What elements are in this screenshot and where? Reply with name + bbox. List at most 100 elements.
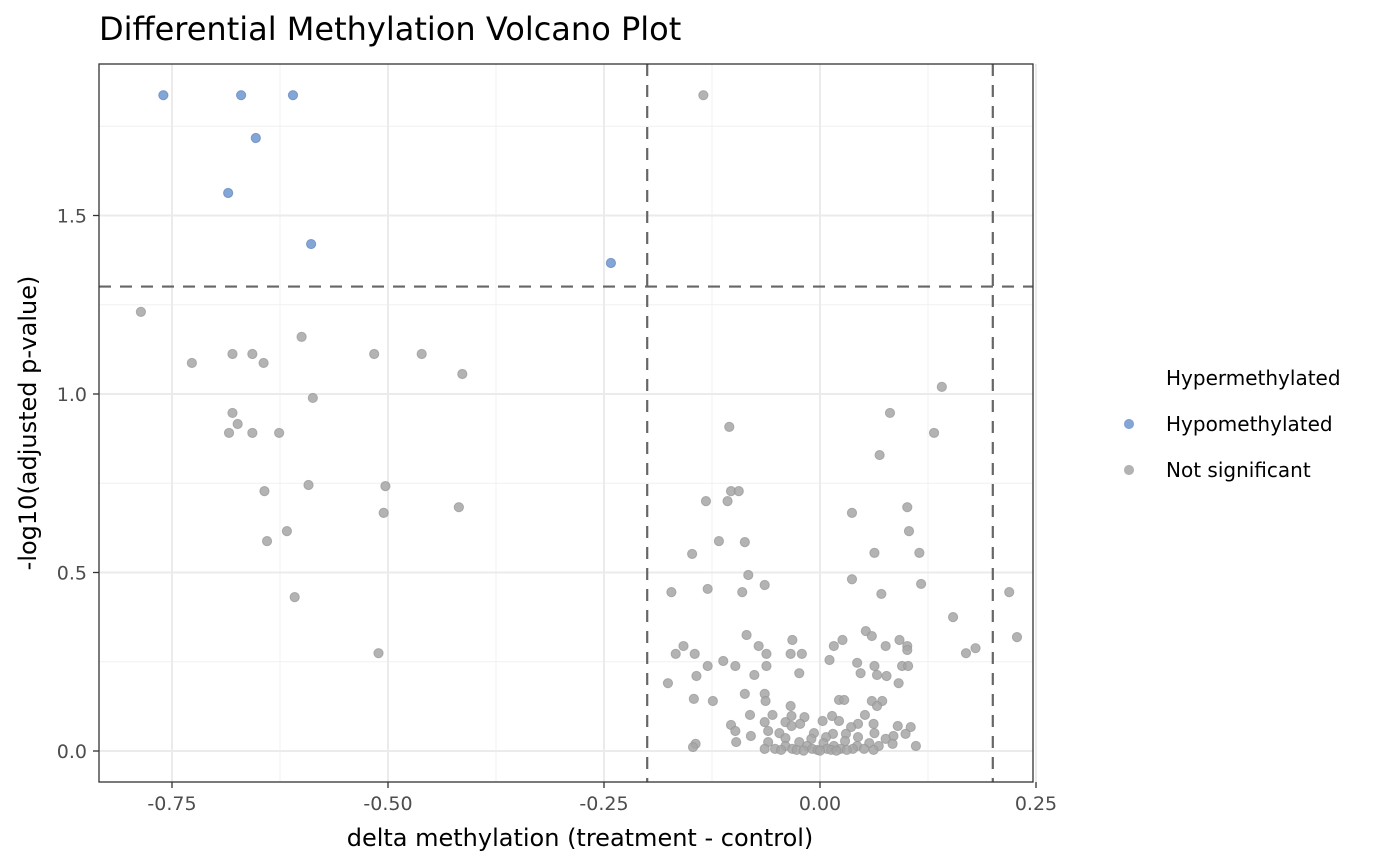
not-significant-point — [186, 357, 197, 369]
not-significant-point — [691, 670, 702, 682]
not-significant-point — [247, 348, 258, 360]
not-significant-point — [733, 486, 744, 497]
not-significant-point — [307, 392, 318, 404]
not-significant-point — [787, 634, 798, 646]
not-significant-point — [880, 733, 891, 744]
not-significant-point — [892, 720, 903, 732]
not-significant-point — [826, 710, 838, 722]
not-significant-point — [776, 744, 787, 756]
axes: -0.75 -0.50 -0.25 0.00 0.25 0.0 0.5 1.0 1.5 — [57, 63, 1057, 815]
not-significant-point — [839, 694, 850, 706]
not-significant-point — [281, 525, 293, 537]
not-significant-point — [416, 348, 427, 360]
not-significant-point — [759, 743, 770, 754]
x-tick-label: 0.25 — [1015, 793, 1057, 815]
not-significant-point — [763, 725, 774, 737]
not-significant-point — [274, 427, 285, 439]
plot-panel — [99, 64, 1037, 782]
not-significant-point — [868, 744, 879, 756]
x-tick-label: -0.25 — [579, 793, 628, 815]
not-significant-point — [866, 630, 877, 642]
not-significant-point — [702, 583, 713, 595]
not-significant-point — [678, 640, 689, 652]
not-significant-point — [947, 612, 959, 623]
not-significant-point — [903, 525, 915, 537]
not-significant-point — [688, 693, 699, 704]
not-significant-point — [786, 710, 797, 722]
not-significant-point — [814, 745, 826, 756]
not-significant-point — [852, 657, 863, 668]
not-significant-point — [258, 357, 269, 369]
legend-label-hypermethylated: Hypermethylated — [1166, 366, 1341, 390]
not-significant-point — [713, 535, 725, 547]
not-significant-point — [700, 496, 712, 507]
hypomethylated-point — [223, 187, 234, 199]
not-significant-point — [871, 700, 883, 712]
not-significant-point — [871, 669, 883, 681]
y-tick-label: 1.5 — [57, 206, 87, 228]
not-significant-point — [724, 421, 735, 432]
not-significant-point — [794, 668, 805, 679]
not-significant-point — [887, 738, 898, 749]
not-significant-point — [837, 634, 848, 646]
hypomethylated-point — [250, 132, 261, 144]
not-significant-point — [689, 648, 700, 659]
not-significant-point — [743, 569, 754, 581]
not-significant-point — [135, 306, 146, 317]
not-significant-point — [223, 427, 235, 439]
not-significant-point — [785, 648, 796, 659]
not-significant-point — [841, 744, 852, 756]
legend-label-not-significant: Not significant — [1166, 458, 1311, 482]
not-significant-point — [833, 715, 845, 727]
x-tick-label: -0.50 — [363, 793, 412, 815]
legend-label-hypomethylated: Hypomethylated — [1166, 412, 1333, 436]
not-significant-point — [855, 668, 866, 679]
not-significant-point — [378, 507, 389, 518]
not-significant-point — [869, 728, 880, 739]
not-significant-point — [739, 537, 750, 548]
not-significant-point — [785, 700, 796, 712]
not-significant-point — [915, 578, 927, 590]
not-significant-point — [846, 574, 858, 585]
not-significant-point — [380, 481, 391, 492]
not-significant-point — [261, 535, 273, 547]
hypomethylated-point — [236, 90, 247, 101]
not-significant-point — [718, 655, 729, 667]
not-significant-point — [247, 427, 258, 439]
not-significant-point — [737, 587, 748, 598]
not-significant-point — [741, 629, 752, 641]
not-significant-point — [884, 407, 896, 419]
not-significant-point — [900, 728, 911, 739]
chart-title: Differential Methylation Volcano Plot — [99, 10, 681, 48]
not-significant-point — [846, 721, 857, 733]
not-significant-point — [662, 678, 674, 689]
hypomethylated-point — [158, 90, 169, 101]
not-significant-point — [731, 736, 742, 748]
not-significant-point — [745, 730, 756, 742]
not-significant-point — [232, 418, 243, 430]
not-significant-point — [831, 745, 842, 756]
y-tick-label: 1.0 — [57, 384, 87, 406]
not-significant-point — [817, 715, 828, 727]
not-significant-point — [760, 695, 771, 707]
hypomethylated-point — [287, 90, 299, 101]
not-significant-point — [767, 709, 778, 721]
not-significant-point — [739, 688, 750, 699]
not-significant-point — [876, 588, 887, 600]
not-significant-point — [936, 381, 947, 392]
not-significant-point — [824, 654, 835, 666]
not-significant-point — [698, 90, 709, 101]
not-significant-point — [707, 695, 718, 707]
not-significant-point — [881, 670, 892, 682]
not-significant-point — [1004, 587, 1015, 598]
not-significant-point — [744, 709, 756, 721]
y-tick-label: 0.5 — [57, 563, 87, 585]
not-significant-point — [457, 368, 468, 380]
not-significant-point — [880, 640, 891, 652]
not-significant-point — [874, 449, 885, 461]
not-significant-point — [453, 502, 464, 513]
not-significant-point — [798, 745, 809, 756]
not-significant-point — [869, 660, 880, 672]
not-significant-point — [1011, 632, 1023, 643]
not-significant-point — [902, 502, 913, 513]
